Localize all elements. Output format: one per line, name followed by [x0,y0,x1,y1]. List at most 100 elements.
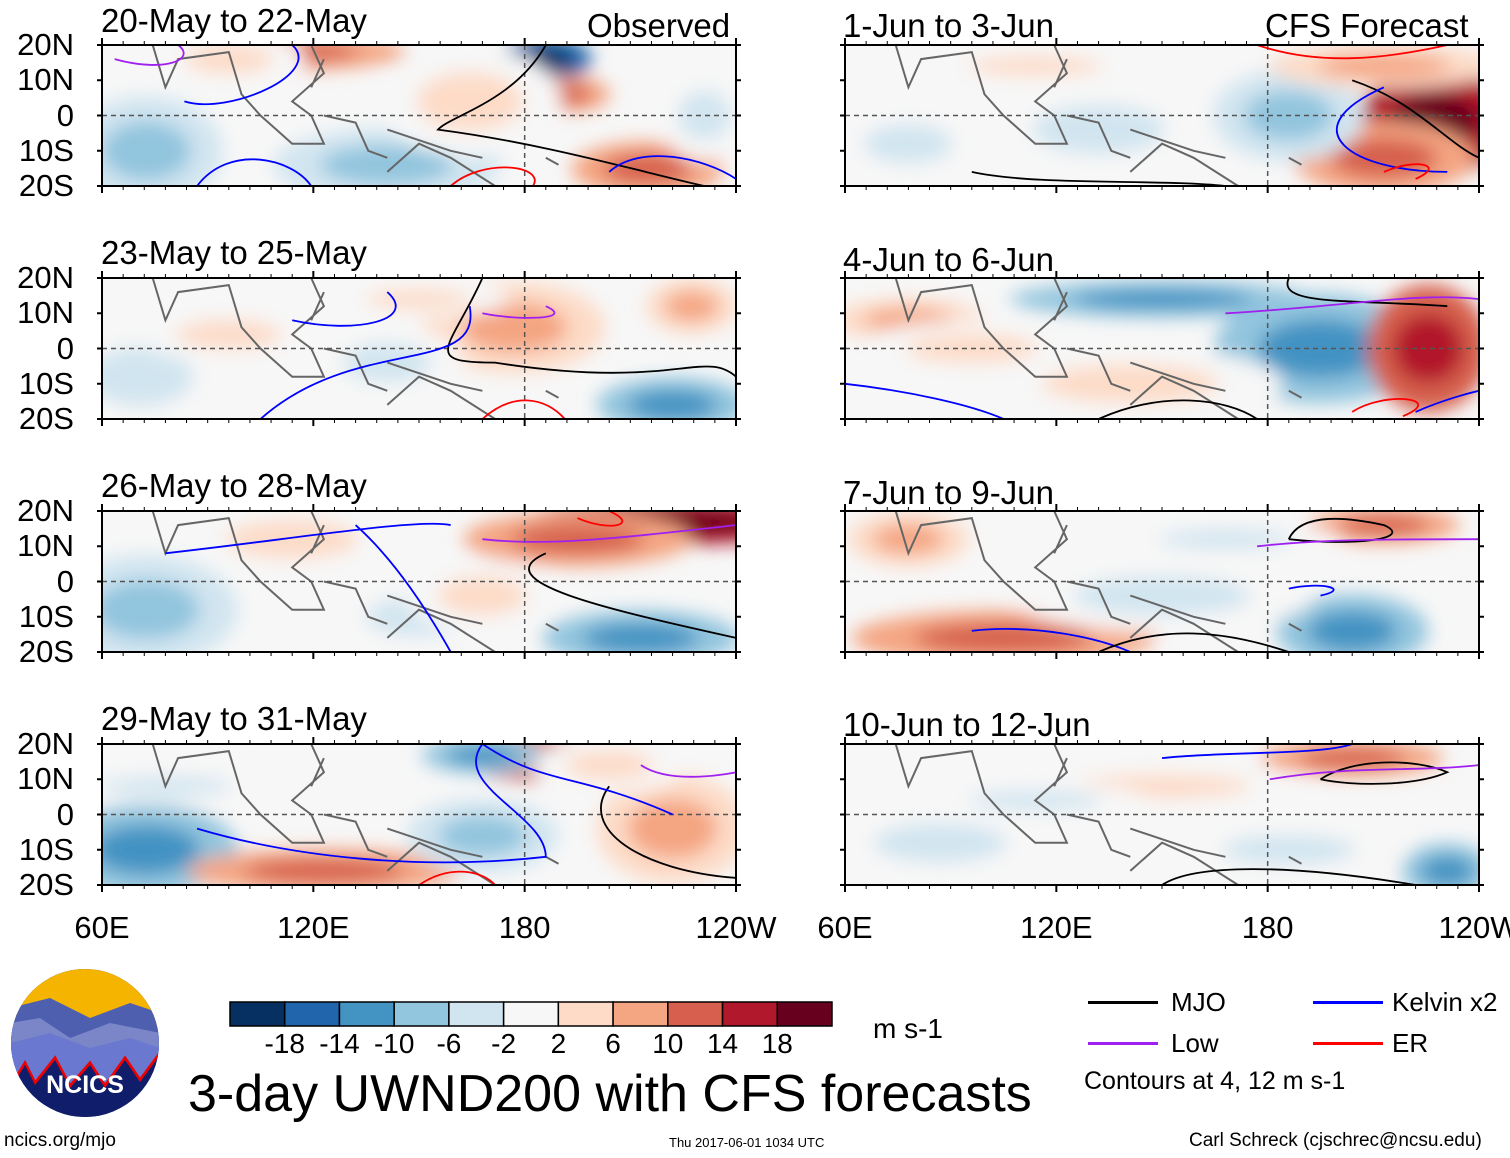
legend-mjo: MJO [1171,987,1226,1017]
panel-title: 26-May to 28-May [101,467,367,504]
er-contour [1256,45,1448,60]
mjo-contour [971,171,1226,186]
anomaly-core [416,71,523,132]
colorbar-tick-label: 18 [761,1028,793,1059]
lat-tick-label: 20N [17,27,74,62]
anomaly-core [510,524,645,555]
anomaly-core [628,798,717,859]
kelvin-contour [1161,744,1353,759]
map-panel [840,38,1484,193]
colorbar-swatch [776,1001,833,1027]
kelvin-contour [971,628,1131,652]
panel-title: 7-Jun to 9-Jun [843,474,1054,511]
anomaly-core [873,822,1007,863]
colorbar-tick-label: 6 [605,1028,621,1059]
lat-tick-label: 20S [18,634,74,669]
legend-er: ER [1392,1028,1429,1058]
lon-tick-label: 180 [498,910,551,945]
mjo-contour [447,278,736,378]
map-panel [840,271,1484,426]
mjo-contour [600,785,736,879]
anomaly-core [1307,611,1397,651]
anomaly-core [1317,54,1451,78]
anomaly-core [1041,364,1220,404]
lon-tick-label: 180 [1241,910,1294,945]
anomaly-core [864,123,953,164]
anomaly-core [968,56,1102,77]
coastline [894,511,1302,652]
timestamp: Thu 2017-06-01 1034 UTC [669,1135,825,1150]
mjo-contour [528,552,736,639]
anomaly-core [102,121,191,181]
coastline [151,278,559,419]
er-contour [481,399,566,419]
low-contour [640,764,736,778]
legend-kelvin: Kelvin x2 [1392,987,1498,1017]
lon-tick-label: 60E [74,910,130,945]
mjo-contour [1320,761,1450,785]
coastline [151,45,559,186]
lat-tick-label: 20N [17,493,74,528]
kelvin-contour [292,291,397,327]
lat-tick-label: 10N [17,528,74,564]
kelvin-contour [196,158,312,186]
anomaly-core [438,575,527,616]
lon-tick-label: 60E [817,910,873,945]
anomaly-core [872,524,944,555]
coastline [894,45,1302,186]
panel-title: 23-May to 25-May [101,234,367,271]
panel-title: 20-May to 22-May [101,2,367,39]
colorbar-swatch [393,1001,450,1027]
kelvin-contour [184,45,300,106]
anomaly-core [446,745,518,766]
low-contour [482,305,556,319]
anomaly-core [102,580,200,640]
panel-title: 1-Jun to 3-Jun [843,7,1054,44]
kelvin-contour [1335,86,1448,173]
colorbar-tick-label: 10 [652,1028,684,1059]
low-contour [1256,538,1479,548]
anomaly-core [564,750,654,780]
colorbar-swatch [448,1001,505,1027]
kelvin-contour [481,744,673,816]
colorbar-swatch [612,1001,669,1027]
low-line-swatch [1088,1042,1158,1045]
colorbar-tick-label: -18 [264,1028,305,1059]
anomaly-core [102,347,194,407]
map-panel [840,737,1484,892]
lat-tick-label: 10S [18,831,74,867]
ncics-logo: NCICS [11,969,159,1117]
anomaly-core [184,45,274,74]
lat-tick-label: 0 [56,330,74,366]
lat-tick-label: 20N [17,726,74,761]
colorbar-tick-label: -14 [319,1028,360,1059]
anomaly-core [244,859,404,883]
contours-note: Contours at 4, 12 m s-1 [1084,1067,1346,1095]
lat-tick-label: 0 [56,563,74,599]
er-contour [577,511,624,527]
kelvin-contour [355,524,452,652]
forecast-label: CFS Forecast [1265,7,1469,44]
site-link[interactable]: ncics.org/mjo [4,1130,116,1151]
anomaly-core [438,815,527,856]
anomaly-core [365,289,473,310]
mjo-contour [1351,79,1479,159]
map-panel [97,737,741,892]
lon-tick-label: 120E [1020,910,1093,945]
lat-tick-label: 10N [17,62,74,98]
colorbar-swatch [338,1001,395,1027]
mjo-contour [1287,517,1394,543]
anomaly-core [1330,138,1438,178]
kelvin-line-swatch [1313,1001,1383,1004]
observed-label: Observed [587,7,731,44]
kelvin-contour [259,306,472,419]
anomaly-core [102,825,200,875]
lat-tick-label: 0 [56,97,74,133]
anomaly-core [320,145,454,185]
colorbar [229,1001,833,1027]
kelvin-contour [845,382,1004,419]
units-label: m s-1 [873,1013,943,1044]
anomaly-core [1392,313,1464,384]
map-panel [97,271,741,426]
anomaly-core [102,776,232,797]
